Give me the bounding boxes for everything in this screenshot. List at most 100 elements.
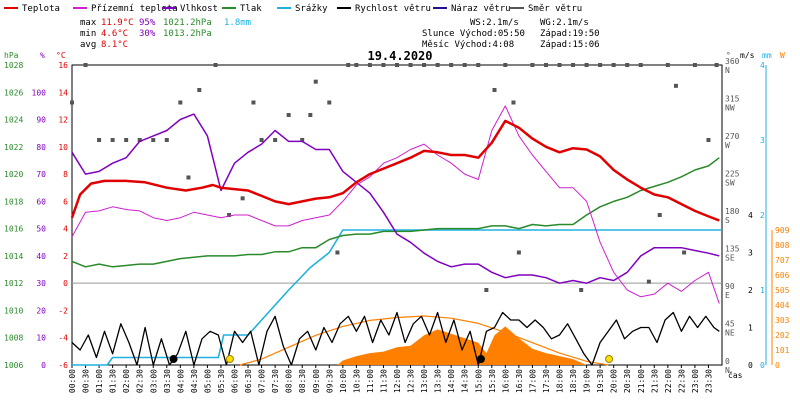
x-tick-label: 19:00 (583, 369, 592, 393)
temperature-tick-label: -2 (58, 306, 68, 315)
pressure-line (71, 157, 720, 268)
unit-hpa: hPa (4, 51, 19, 60)
wind-direction-dot (543, 63, 548, 67)
x-tick-label: 08:00 (285, 369, 294, 393)
sunrise-info: Slunce Východ:05:50 (422, 29, 525, 39)
x-tick-label: 17:00 (528, 369, 537, 393)
legend-label: Srážky (295, 4, 328, 14)
x-tick-label: 00:00 (68, 369, 77, 393)
x-tick-label: 21:30 (650, 369, 659, 393)
x-tick-label: 16:30 (515, 369, 524, 393)
wind-direction-dot (286, 113, 291, 117)
stats-max-press: 1021.2hPa (163, 18, 212, 28)
wind-speed-info: WS:2.1m/s (470, 18, 519, 28)
wind-direction-dot (516, 250, 521, 255)
x-tick-label: 22:00 (664, 369, 673, 393)
wind-direction-dot (503, 63, 508, 67)
pressure-tick-label: 1016 (4, 225, 23, 234)
wind-speed-tick-label: 2 (748, 286, 753, 295)
wind-direction-dot (367, 63, 372, 67)
wind-direction-dot (335, 250, 340, 255)
x-tick-label: 13:00 (420, 369, 429, 393)
solar-tick-label: 101 (775, 346, 790, 355)
ground-temperature-line (71, 105, 720, 304)
humidity-tick-label: 20 (36, 306, 46, 315)
solar-tick-label: 909 (775, 226, 790, 235)
rain-line (72, 229, 722, 366)
wind-direction-dot (557, 63, 562, 67)
solar-measured-area (337, 326, 587, 365)
wind-direction-dot (511, 100, 516, 105)
x-tick-label: 01:00 (95, 369, 104, 393)
x-tick-label: 10:30 (352, 369, 361, 393)
stats-max-label: max (80, 18, 97, 28)
axis-unit-labels: hPa % °C ° m/s mm W čas (4, 51, 785, 380)
wind-direction-dot (164, 138, 169, 142)
x-tick-label: 17:30 (542, 369, 551, 393)
legend-label: Směr větru (528, 4, 582, 14)
x-tick-label: 05:00 (203, 369, 212, 393)
wind-direction-dot (381, 63, 386, 67)
wind-direction-dot (313, 79, 318, 84)
wind-direction-dot (449, 63, 454, 67)
x-tick-label: 11:00 (366, 369, 375, 393)
x-tick-label: 00:30 (82, 369, 91, 393)
solar-tick-label: 606 (775, 271, 790, 280)
rain-tick-label: 3 (760, 136, 765, 145)
wind-direction-dot (646, 279, 651, 284)
wind-direction-dot (714, 63, 719, 67)
wind-speed-line (71, 311, 720, 366)
x-tick-label: 02:30 (136, 369, 145, 393)
x-tick-label: 23:30 (704, 369, 713, 393)
wind-dir-tick-label: 0 (725, 357, 730, 366)
wind-direction-dot (186, 175, 191, 180)
x-tick-label: 23:00 (691, 369, 700, 393)
humidity-tick-label: 90 (36, 116, 46, 125)
temperature-tick-label: 8 (63, 170, 68, 179)
wind-direction-dot (259, 138, 264, 142)
temperature-tick-label: 10 (58, 143, 68, 152)
x-tick-label: 05:30 (217, 369, 226, 393)
wind-direction-dot (462, 63, 467, 67)
wind-direction-dot (151, 138, 156, 142)
x-tick-label: 14:30 (461, 369, 470, 393)
temperature-tick-label: 16 (58, 61, 68, 70)
pressure-tick-label: 1022 (4, 143, 23, 152)
x-tick-label: 03:30 (163, 369, 172, 393)
x-tick-label: 20:30 (623, 369, 632, 393)
wind-direction-dot (110, 138, 115, 142)
x-tick-label: 01:30 (109, 369, 118, 393)
wind-dir-tick-label: 45 (725, 320, 735, 329)
x-tick-label: 21:00 (637, 369, 646, 393)
x-tick-label: 19:30 (596, 369, 605, 393)
solar-tick-label: 505 (775, 286, 790, 295)
wind-direction-dot (213, 63, 218, 67)
humidity-tick-label: 70 (36, 170, 46, 179)
wind-dir-tick-label: 315 (725, 95, 740, 104)
stats-avg-label: avg (80, 40, 96, 50)
wind-direction-dot (327, 100, 332, 105)
humidity-tick-label: 30 (36, 279, 46, 288)
x-tick-label: 07:30 (271, 369, 280, 393)
wind-direction-dot (611, 63, 616, 67)
wind-direction-dot (197, 88, 202, 92)
wind-direction-dot (579, 288, 584, 292)
unit-cas: čas (728, 370, 743, 380)
x-tick-label: 08:30 (298, 369, 307, 393)
x-tick-label: 03:00 (149, 369, 158, 393)
humidity-tick-label: 60 (36, 197, 46, 206)
temperature-tick-label: -4 (58, 334, 68, 343)
wind-direction-dot (70, 100, 74, 105)
legend-label: Náraz větru (451, 4, 511, 14)
legend-label: Rychlost větru (355, 4, 431, 14)
temperature-tick-label: 2 (63, 252, 68, 261)
x-tick-label: 13:30 (434, 369, 443, 393)
wind-dir-tick-name: N (725, 366, 730, 375)
legend-label: Přízemní teplota (91, 4, 178, 14)
humidity-tick-label: 80 (36, 143, 46, 152)
x-tick-label: 06:00 (231, 369, 240, 393)
wind-direction-dot (273, 138, 278, 142)
wind-direction-dot (492, 88, 497, 92)
unit-pct: % (40, 51, 45, 60)
